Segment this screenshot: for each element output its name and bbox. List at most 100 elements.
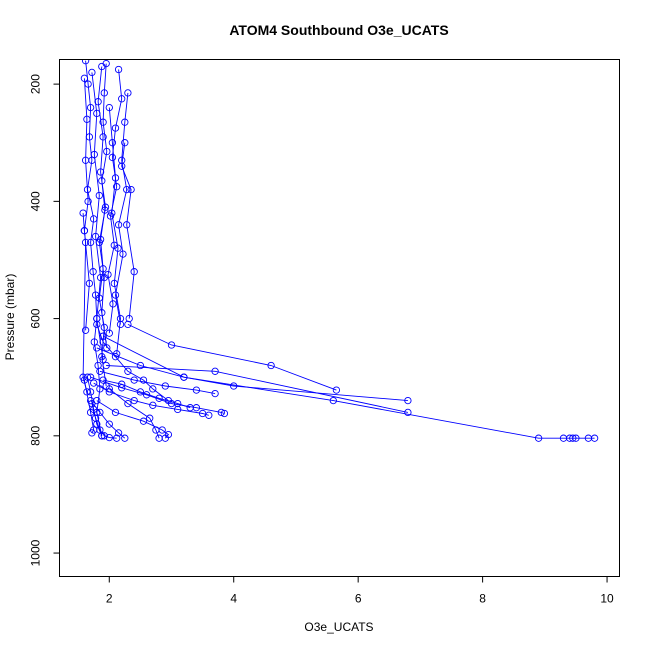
series-line: [85, 60, 103, 436]
data-point: [96, 273, 105, 282]
data-layer: [79, 59, 599, 442]
data-point: [123, 221, 131, 229]
data-point: [94, 98, 102, 106]
series-line: [83, 78, 90, 331]
data-point: [93, 314, 101, 323]
data-point: [101, 206, 109, 214]
data-point: [404, 396, 412, 405]
data-point: [93, 420, 101, 428]
data-point: [98, 62, 106, 71]
data-point: [130, 268, 138, 276]
data-point: [167, 341, 176, 349]
data-point: [116, 314, 125, 323]
data-point: [121, 434, 129, 442]
data-point: [108, 153, 117, 162]
series-13: [102, 361, 412, 417]
data-point: [99, 332, 107, 340]
data-point: [96, 168, 105, 176]
data-point: [136, 361, 145, 370]
data-point: [139, 417, 148, 425]
y-tick-label: 800: [29, 425, 43, 445]
data-point: [105, 385, 113, 393]
data-point: [174, 399, 182, 408]
data-point: [534, 434, 543, 442]
data-point: [124, 367, 132, 375]
series-line: [99, 370, 216, 395]
data-point: [105, 103, 113, 112]
series-line: [127, 323, 337, 391]
data-point: [102, 361, 110, 370]
data-point: [96, 408, 104, 417]
data-point: [139, 376, 148, 384]
series-line: [115, 92, 129, 325]
axes-layer: 2 4 6 8 10 200 400 600 800 1000: [29, 74, 615, 606]
series-line: [107, 69, 123, 334]
series-line: [83, 380, 95, 434]
data-point: [80, 74, 89, 82]
series-22: [105, 385, 163, 442]
data-point: [86, 373, 95, 381]
data-point: [91, 232, 100, 241]
data-point: [96, 367, 104, 375]
data-point: [103, 344, 111, 352]
y-tick-label: 600: [29, 308, 43, 328]
x-tick-label: 4: [230, 592, 237, 606]
data-point: [81, 326, 90, 334]
series-4: [88, 68, 107, 364]
data-point: [81, 156, 90, 164]
data-point: [149, 385, 157, 393]
data-point: [121, 118, 129, 126]
series-12: [124, 320, 341, 394]
x-axis-label: O3e_UCATS: [304, 620, 373, 634]
data-point: [569, 434, 577, 442]
data-point: [93, 344, 101, 352]
data-point: [113, 183, 121, 191]
data-point: [111, 124, 120, 132]
data-point: [230, 382, 238, 390]
data-point: [404, 408, 412, 417]
data-point: [152, 426, 160, 434]
data-point: [108, 209, 116, 217]
data-point: [81, 59, 90, 65]
data-point: [192, 386, 201, 394]
data-point: [121, 139, 129, 147]
data-point: [79, 209, 87, 217]
series-10: [118, 139, 138, 323]
data-point: [105, 329, 113, 337]
data-point: [86, 238, 95, 247]
data-point: [161, 382, 169, 390]
data-point: [114, 65, 123, 74]
x-tick-label: 6: [355, 592, 362, 606]
series-25: [80, 376, 98, 437]
plot-frame: [59, 59, 620, 577]
data-point: [81, 238, 90, 247]
data-point: [111, 174, 120, 182]
data-point: [211, 389, 219, 398]
data-point: [118, 95, 126, 103]
data-point: [180, 373, 188, 381]
series-15: [99, 332, 599, 442]
data-point: [90, 338, 98, 346]
data-point: [103, 147, 111, 156]
data-point: [205, 411, 213, 419]
data-point: [93, 320, 101, 329]
data-point: [98, 432, 106, 440]
series-line: [106, 365, 408, 413]
series-line: [97, 66, 108, 348]
series-line: [87, 377, 103, 436]
data-point: [155, 394, 163, 402]
data-point: [217, 408, 225, 417]
data-point: [85, 279, 94, 288]
data-point: [146, 414, 154, 422]
data-point: [220, 409, 229, 418]
data-point: [89, 268, 97, 276]
data-point: [119, 250, 127, 258]
data-point: [136, 388, 145, 396]
data-point: [99, 338, 107, 346]
data-point: [110, 279, 118, 288]
data-point: [329, 396, 337, 405]
data-point: [124, 89, 132, 97]
data-point: [99, 376, 107, 384]
data-point: [80, 376, 89, 384]
